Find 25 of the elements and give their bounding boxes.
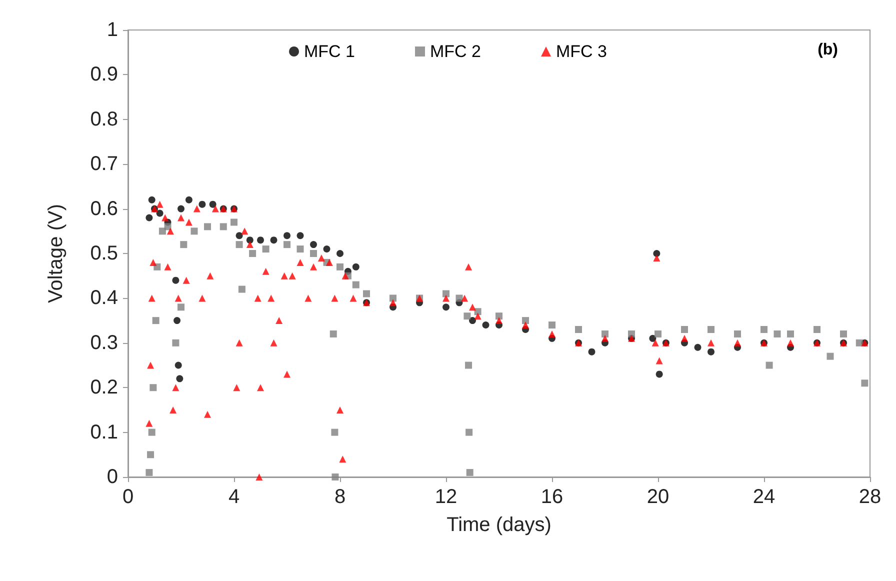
y-tick-label: 0.2 xyxy=(90,376,118,399)
y-tick-label: 0.1 xyxy=(90,421,118,444)
y-tick-label: 0.4 xyxy=(90,287,118,310)
x-tick-label: 4 xyxy=(228,486,240,508)
y-tick-label: 0 xyxy=(106,466,118,488)
y-axis-title: Voltage (V) xyxy=(45,204,67,303)
annotation: (b) xyxy=(818,42,838,58)
legend-label: MFC 3 xyxy=(556,42,607,61)
y-tick-label: 0.7 xyxy=(90,153,118,176)
y-tick-label: 1 xyxy=(106,19,118,41)
x-tick-label: 16 xyxy=(540,486,564,508)
x-tick-label: 8 xyxy=(334,486,346,508)
x-tick-label: 12 xyxy=(434,486,458,508)
legend-label: MFC 2 xyxy=(430,42,481,61)
y-tick-label: 0.3 xyxy=(90,332,118,354)
x-tick-label: 20 xyxy=(646,486,670,508)
y-tick-label: 0.9 xyxy=(90,64,118,86)
y-tick-label: 0.5 xyxy=(90,242,118,264)
x-tick-label: 24 xyxy=(752,486,776,508)
x-axis-title: Time (days) xyxy=(446,514,552,536)
y-tick-label: 0.8 xyxy=(90,108,118,130)
x-tick-label: 0 xyxy=(122,486,134,508)
y-tick-label: 0.6 xyxy=(90,198,118,220)
x-tick-label: 28 xyxy=(858,486,882,508)
legend-label: MFC 1 xyxy=(304,42,355,61)
